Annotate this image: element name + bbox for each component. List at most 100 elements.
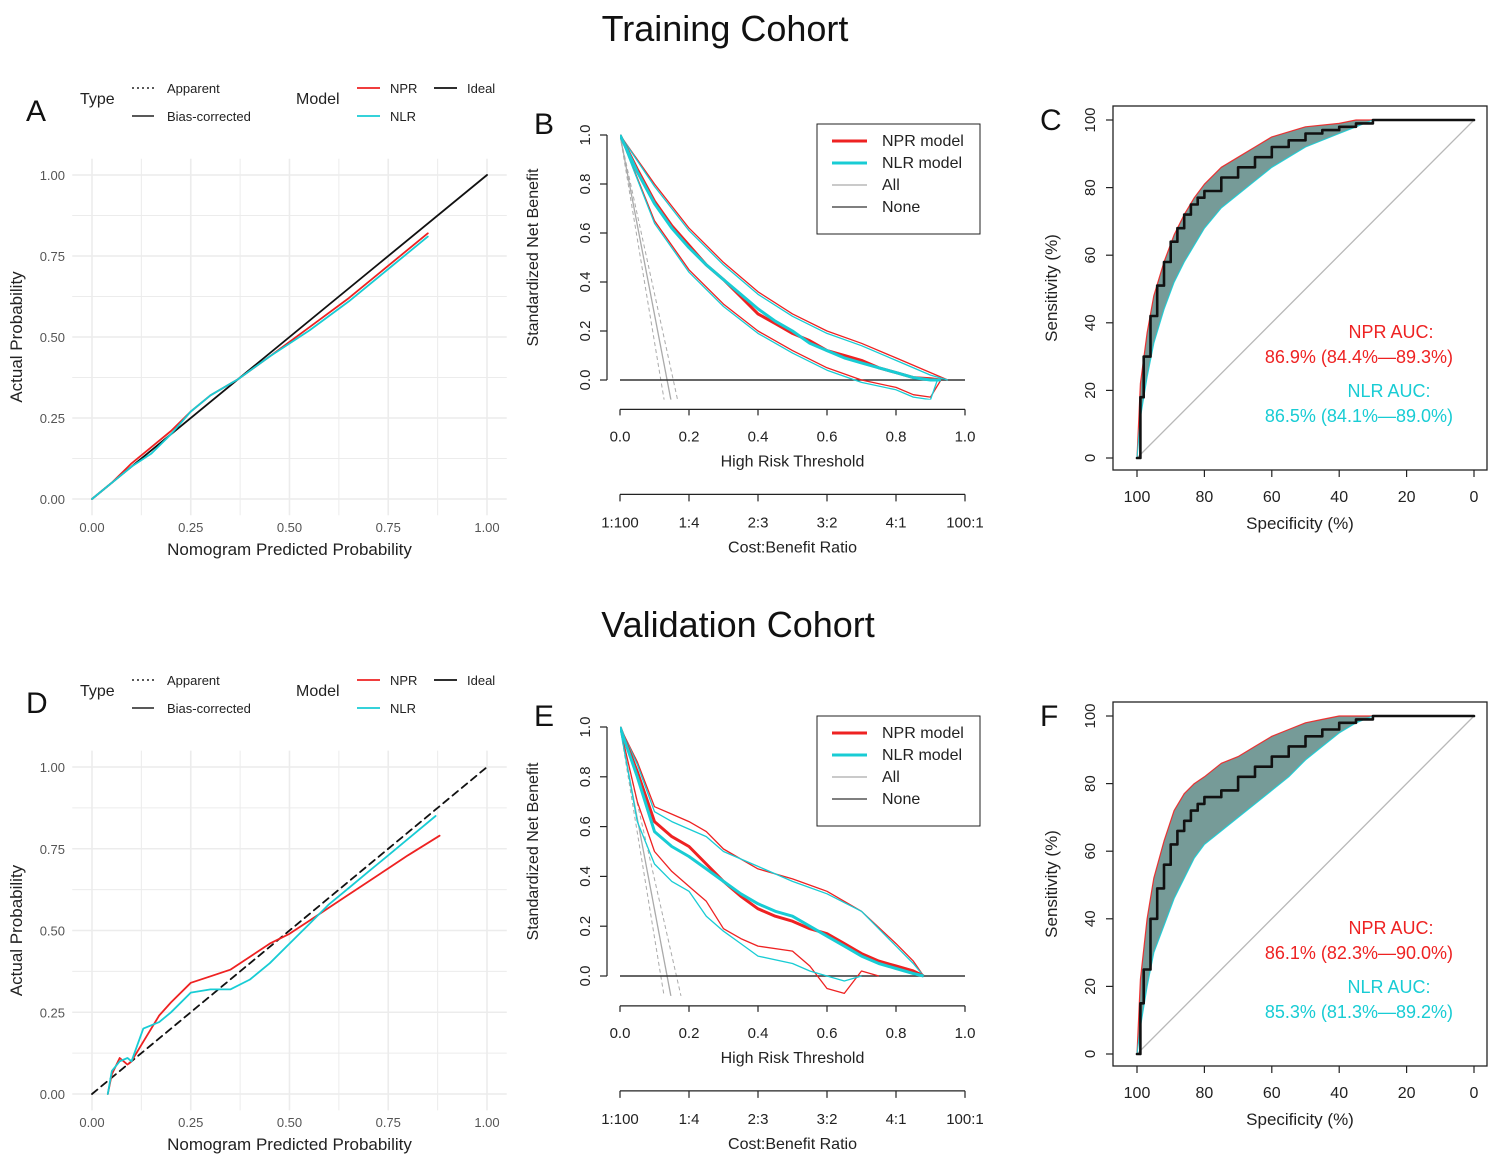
cost-tick-label: 1:100 [601, 514, 639, 531]
validation-cohort-title: Validation Cohort [601, 604, 875, 645]
y-tick-label: 0 [1082, 454, 1099, 462]
npr-ci-lower-line [620, 726, 879, 995]
nlr-model-line [620, 726, 924, 978]
nlr-ci-lower-line [620, 134, 939, 400]
legend-npr-label: NPR [390, 81, 417, 96]
x-tick-label: 0.4 [748, 428, 769, 445]
panel-letter: B [534, 108, 554, 141]
nlr-auc-value: 86.5% (84.1%—89.0%) [1265, 406, 1453, 426]
legend-nlr-label: NLR [390, 109, 416, 124]
nlr-ci-upper-line [620, 726, 925, 977]
legend-nlr-label: NLR model [882, 155, 962, 172]
npr-auc-title: NPR AUC: [1348, 918, 1433, 938]
panel-letter: D [26, 687, 48, 720]
x-tick-label: 0 [1470, 1085, 1479, 1102]
cost-tick-label: 1:4 [679, 514, 700, 531]
legend-npr-label: NPR model [882, 133, 964, 150]
legend-none-label: None [882, 199, 920, 216]
x-tick-label: 100 [1124, 489, 1151, 506]
x-axis-label: High Risk Threshold [721, 453, 865, 470]
legend-type-title: Type [80, 683, 115, 700]
cost-axis-label: Cost:Benefit Ratio [728, 539, 857, 556]
nlr-auc-title: NLR AUC: [1347, 381, 1430, 401]
y-tick-label: 0.6 [577, 816, 594, 837]
x-tick-label: 0.00 [79, 520, 104, 535]
y-tick-label: 1.0 [577, 717, 594, 738]
y-tick-label: 0.25 [40, 411, 65, 426]
y-tick-label: 20 [1082, 978, 1099, 995]
y-tick-label: 0.50 [40, 330, 65, 345]
y-tick-label: 0.2 [577, 321, 594, 342]
cost-tick-label: 100:1 [946, 514, 984, 531]
x-tick-label: 0.6 [817, 428, 838, 445]
cost-tick-label: 2:3 [748, 514, 769, 531]
x-tick-label: 1.00 [474, 520, 499, 535]
legend-ideal-label: Ideal [467, 673, 495, 688]
y-tick-label: 1.00 [40, 168, 65, 183]
x-tick-label: 60 [1263, 1085, 1281, 1102]
x-tick-label: 0.2 [679, 1025, 700, 1042]
ci-band [1137, 716, 1474, 1054]
cost-axis-label: Cost:Benefit Ratio [728, 1136, 857, 1153]
nlr-auc-title: NLR AUC: [1347, 977, 1430, 997]
y-tick-label: 0.50 [40, 924, 65, 939]
x-tick-label: 40 [1330, 1085, 1348, 1102]
legend-npr-label: NPR [390, 673, 417, 688]
legend-all-label: All [882, 177, 900, 194]
x-tick-label: 0.00 [79, 1115, 104, 1130]
cost-tick-label: 3:2 [817, 514, 838, 531]
y-tick-label: 0.0 [577, 966, 594, 987]
y-tick-label: 20 [1082, 382, 1099, 399]
x-tick-label: 0.0 [610, 428, 631, 445]
x-tick-label: 100 [1124, 1085, 1151, 1102]
cost-tick-label: 2:3 [748, 1111, 769, 1128]
all-ci-line [620, 134, 665, 400]
roc-curve [1135, 118, 1476, 460]
y-axis-label: Sensitivity (%) [1042, 830, 1061, 938]
y-tick-label: 0.4 [577, 866, 594, 887]
npr-apparent-line [107, 835, 441, 1095]
x-tick-label: 80 [1196, 1085, 1214, 1102]
all-line [620, 134, 672, 400]
nlr-bias-corrected-line [106, 815, 437, 1095]
y-tick-label: 100 [1082, 107, 1099, 132]
all-ci-line [620, 726, 682, 996]
npr-auc-value: 86.1% (82.3%—90.0%) [1265, 943, 1453, 963]
legend-all-label: All [882, 769, 900, 786]
y-tick-label: 100 [1082, 703, 1099, 728]
legend-model-title: Model [296, 683, 340, 700]
npr-ci-upper-line [620, 134, 949, 381]
y-axis-label: Actual Probability [7, 271, 26, 403]
y-tick-label: 0.6 [577, 223, 594, 244]
x-tick-label: 0.50 [277, 520, 302, 535]
dca-curves [620, 134, 965, 400]
y-tick-label: 0.00 [40, 1087, 65, 1102]
diagonal-line [1136, 715, 1475, 1055]
x-axis-label: High Risk Threshold [721, 1050, 865, 1067]
x-tick-label: 20 [1398, 1085, 1416, 1102]
legend-none-label: None [882, 791, 920, 808]
y-tick-label: 0.25 [40, 1005, 65, 1020]
x-tick-label: 0.8 [886, 1025, 907, 1042]
x-tick-label: 0.6 [817, 1025, 838, 1042]
x-tick-label: 1.0 [955, 428, 976, 445]
x-tick-label: 0.25 [178, 1115, 203, 1130]
legend-ideal-label: Ideal [467, 81, 495, 96]
panel-letter: C [1040, 104, 1062, 137]
panel-letter: F [1040, 700, 1058, 733]
x-axis-label: Nomogram Predicted Probability [167, 540, 412, 559]
y-tick-label: 0.8 [577, 174, 594, 195]
legend-model-title: Model [296, 91, 340, 108]
diagonal-line [1136, 119, 1475, 459]
x-tick-label: 0 [1470, 489, 1479, 506]
cost-tick-label: 4:1 [886, 1111, 907, 1128]
y-tick-label: 60 [1082, 843, 1099, 860]
dca-curves [620, 726, 965, 996]
plot-box [1112, 701, 1488, 1067]
legend-bias-corrected-label: Bias-corrected [167, 109, 251, 124]
cost-tick-label: 4:1 [886, 514, 907, 531]
legend-type-title: Type [80, 91, 115, 108]
legend-npr-label: NPR model [882, 725, 964, 742]
panel-letter: A [26, 95, 46, 128]
